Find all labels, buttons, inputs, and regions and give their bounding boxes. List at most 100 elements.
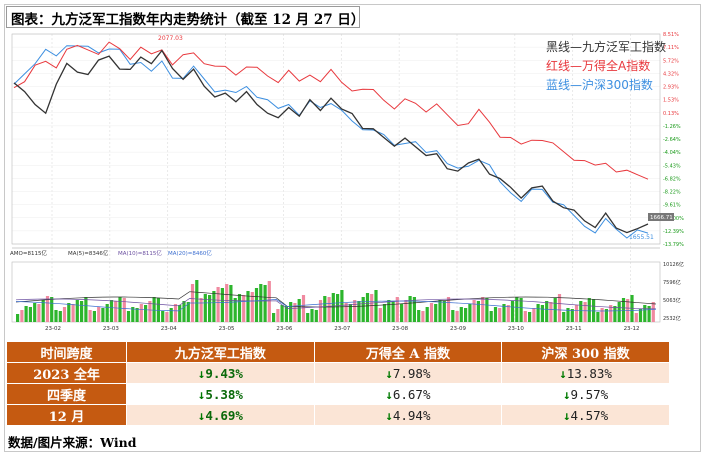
- volume-bar: [24, 306, 28, 322]
- volume-bar: [208, 295, 212, 322]
- down-arrow-icon: ↓: [559, 365, 567, 381]
- volume-bar: [50, 297, 54, 322]
- volume-bar: [361, 297, 365, 322]
- volume-bar: [327, 297, 331, 322]
- volume-bar: [587, 298, 591, 322]
- volume-axis-label: 10126亿: [663, 261, 684, 268]
- volume-bar: [173, 304, 178, 322]
- volume-bar: [451, 310, 455, 322]
- volume-bar: [195, 280, 199, 322]
- volume-bar: [417, 310, 421, 322]
- volume-bar: [519, 298, 523, 322]
- volume-bar: [16, 314, 20, 322]
- volume-bar: [574, 305, 579, 322]
- header-jiufang: 九方泛军工指数: [126, 341, 315, 363]
- chart-bg: [8, 30, 696, 335]
- line-chart: 8.51% 7.11% 5.72% 4.32% 2.93% 1.53% 0.13% -1.26…: [8, 30, 696, 335]
- volume-bar: [88, 310, 92, 322]
- volume-bar: [263, 285, 267, 322]
- volume-bar: [493, 307, 498, 322]
- down-arrow-icon: ↓: [197, 365, 206, 381]
- right-axis-label: -8.22%: [663, 190, 681, 196]
- volume-bar: [97, 307, 101, 322]
- table-row: 12 月 ↓4.69% ↓4.94% ↓4.57%: [5, 404, 670, 426]
- volume-bar: [318, 300, 323, 322]
- down-arrow-icon: ↓: [385, 365, 393, 381]
- right-axis-label: 4.32%: [663, 71, 679, 77]
- series-line-0: [13, 49, 649, 234]
- volume-bar: [118, 297, 122, 322]
- volume-bar: [434, 304, 438, 322]
- volume-bar: [468, 304, 472, 322]
- header-wind-a: 万得全 A 指数: [313, 341, 503, 363]
- row-label: 2023 全年: [5, 362, 128, 384]
- volume-bar: [540, 305, 544, 322]
- volume-bar: [532, 308, 536, 322]
- volume-bar: [293, 303, 297, 322]
- source-note: 数据/图片来源：Wind: [8, 435, 137, 450]
- volume-bar: [105, 304, 109, 322]
- volume-bar: [67, 303, 71, 322]
- volume-bar: [54, 310, 58, 322]
- cell: ↓4.94%: [313, 404, 503, 426]
- volume-bar: [613, 306, 617, 322]
- volume-bar: [152, 297, 156, 322]
- volume-bar: [596, 312, 600, 322]
- volume-bar: [348, 304, 352, 322]
- volume-bar: [109, 300, 114, 322]
- stats-table: 时间跨度 九方泛军工指数 万得全 A 指数 沪深 300 指数 2023 全年 …: [5, 341, 670, 426]
- volume-bar: [165, 312, 169, 322]
- volume-bar: [604, 309, 608, 322]
- volume-bar: [374, 290, 378, 322]
- down-arrow-icon: ↓: [385, 407, 393, 423]
- volume-bar: [370, 294, 374, 322]
- volume-bar: [259, 284, 263, 322]
- x-tick-label: 23-12: [624, 326, 640, 332]
- down-arrow-icon: ↓: [385, 386, 393, 402]
- volume-bar: [216, 287, 220, 322]
- x-tick-label: 23-07: [334, 326, 350, 332]
- volume-bar: [58, 311, 62, 322]
- right-axis-label: 8.51%: [663, 32, 679, 38]
- max-marker: 2077.03: [158, 35, 183, 42]
- volume-bar: [570, 309, 574, 322]
- volume-bar: [20, 310, 24, 322]
- volume-bar: [75, 300, 79, 322]
- volume-bar: [122, 298, 126, 322]
- volume-bar: [250, 292, 254, 322]
- volume-ma-line: [15, 291, 657, 308]
- row-label: 12 月: [5, 404, 128, 426]
- volume-axis-label: 5063亿: [663, 297, 681, 304]
- volume-bar: [71, 304, 75, 322]
- down-arrow-icon: ↓: [562, 407, 571, 423]
- x-tick-label: 23-03: [103, 326, 119, 332]
- volume-bar: [404, 300, 408, 322]
- down-arrow-icon: ↓: [197, 386, 206, 402]
- figure-frame: [4, 4, 701, 452]
- volume-bar: [212, 291, 216, 322]
- volume-bar: [357, 301, 361, 322]
- volume-bar: [536, 304, 540, 322]
- legend-item-red: 红线—万得全A指数: [546, 59, 651, 73]
- volume-bar: [651, 302, 655, 322]
- right-axis-label: -9.61%: [663, 203, 681, 209]
- volume-bar: [557, 294, 562, 322]
- volume-bar: [459, 307, 463, 322]
- volume-bar: [80, 301, 84, 322]
- down-arrow-icon: ↓: [197, 407, 206, 423]
- volume-bar: [301, 295, 306, 322]
- cell: ↓4.69%: [126, 404, 315, 426]
- right-axis-label: -12.39%: [663, 229, 684, 235]
- volume-bar: [148, 301, 152, 322]
- right-axis-label: -1.26%: [663, 124, 681, 130]
- volume-bar: [476, 301, 480, 322]
- row-label: 四季度: [5, 383, 128, 405]
- volume-bar: [378, 308, 382, 322]
- volume-bar: [472, 300, 476, 322]
- volume-bar: [178, 305, 182, 322]
- volume-bar: [442, 301, 446, 322]
- volume-bar: [246, 291, 250, 322]
- volume-bar: [323, 296, 327, 322]
- volume-bar: [135, 308, 139, 322]
- table-row: 2023 全年 ↓9.43% ↓7.98% ↓13.83%: [5, 362, 670, 384]
